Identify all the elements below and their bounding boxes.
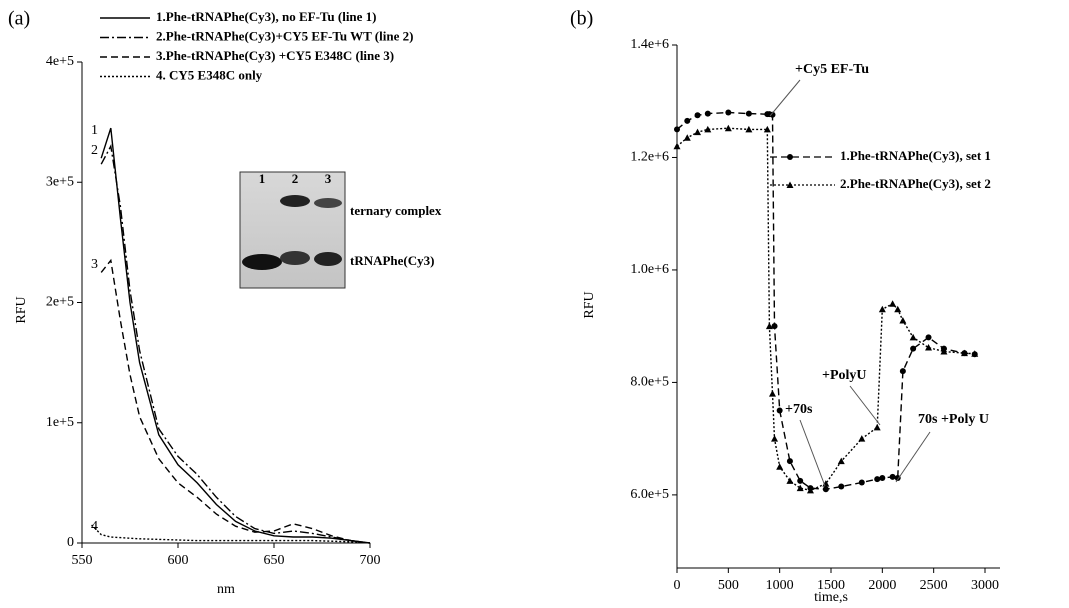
legend-marker [787, 154, 793, 160]
marker [874, 476, 880, 482]
marker [786, 477, 793, 484]
marker [900, 368, 906, 374]
legend-label: 2.Phe-tRNAPhe(Cy3)+CY5 EF-Tu WT (line 2) [156, 28, 413, 43]
curve-label: 1 [91, 123, 98, 138]
y-tick-label: 8.0e+5 [630, 375, 669, 390]
annotation-arrow [770, 80, 800, 116]
lane-label: 1 [259, 171, 266, 186]
marker [910, 346, 916, 352]
marker [859, 480, 865, 486]
gel-inset: 1 2 3 ternary complex tRNAPhe(Cy3) [240, 171, 442, 288]
annotation-arrow [800, 420, 825, 486]
marker [797, 478, 803, 484]
legend-label: 1.Phe-tRNAPhe(Cy3), set 1 [840, 148, 991, 163]
gel-frame [240, 172, 345, 288]
curve-label: 3 [91, 257, 98, 272]
gel-band [280, 195, 310, 207]
marker [771, 435, 778, 442]
x-tick-label: 1000 [766, 578, 794, 593]
x-tick-label: 2500 [920, 578, 948, 593]
lane-label: 2 [292, 171, 299, 186]
annotation: +PolyU [822, 368, 867, 383]
y-tick-label: 1.4e+6 [630, 37, 669, 52]
legend-label: 4. CY5 E348C only [156, 67, 263, 82]
y-tick-label: 1.2e+6 [630, 150, 669, 165]
gel-band [314, 252, 342, 266]
marker [674, 126, 680, 132]
marker [776, 463, 783, 470]
marker [858, 435, 865, 442]
marker [838, 483, 844, 489]
marker [769, 390, 776, 397]
x-tick-label: 2000 [868, 578, 896, 593]
y-tick-label: 4e+5 [46, 54, 74, 69]
legend-label: 2.Phe-tRNAPhe(Cy3), set 2 [840, 176, 991, 191]
x-tick-label: 3000 [971, 578, 999, 593]
marker [925, 344, 932, 351]
marker [910, 334, 917, 341]
gel-label: ternary complex [350, 203, 442, 218]
marker [684, 118, 690, 124]
y-tick-label: 6.0e+5 [630, 487, 669, 502]
y-tick-label: 1e+5 [46, 415, 74, 430]
legend-label: 1.Phe-tRNAPhe(Cy3), no EF-Tu (line 1) [156, 9, 377, 24]
gel-band [280, 251, 310, 265]
curve-label: 4 [91, 519, 98, 534]
x-tick-label: 500 [718, 578, 739, 593]
gel-band [242, 254, 282, 270]
y-tick-label: 0 [67, 535, 74, 550]
x-tick-label: 550 [72, 553, 93, 568]
marker [674, 143, 681, 150]
x-tick-label: 600 [168, 553, 189, 568]
marker [745, 126, 752, 133]
marker [777, 408, 783, 414]
marker [879, 475, 885, 481]
marker [704, 126, 711, 133]
marker [725, 109, 731, 115]
marker [787, 458, 793, 464]
marker [694, 129, 701, 136]
marker [705, 111, 711, 117]
y-axis-label: RFU [14, 296, 29, 323]
legend-label: 3.Phe-tRNAPhe(Cy3) +CY5 E348C (line 3) [156, 48, 394, 63]
lane-label: 3 [325, 171, 332, 186]
marker [890, 474, 896, 480]
panel-label: (a) [8, 8, 30, 30]
gel-label: tRNAPhe(Cy3) [350, 253, 434, 268]
marker [823, 486, 829, 492]
marker [889, 300, 896, 307]
x-axis-label: time,s [814, 590, 848, 605]
x-tick-label: 650 [264, 553, 285, 568]
y-tick-label: 1.0e+6 [630, 262, 669, 277]
marker [772, 323, 778, 329]
marker [684, 134, 691, 141]
marker [695, 112, 701, 118]
figure: (a) (b) 1 2 3 ternary complex tRNAPhe(Cy… [0, 0, 1069, 608]
y-tick-label: 3e+5 [46, 174, 74, 189]
y-tick-label: 2e+5 [46, 295, 74, 310]
x-tick-label: 0 [674, 578, 681, 593]
curve-label: 2 [91, 143, 98, 158]
x-tick-label: 700 [360, 553, 381, 568]
annotation-arrow [850, 386, 880, 425]
page: (a) (b) 1 2 3 ternary complex tRNAPhe(Cy… [0, 0, 1069, 608]
annotation: +70s [785, 402, 813, 417]
x-axis-label: nm [217, 582, 235, 597]
series-line [101, 260, 370, 543]
panel-label: (b) [570, 8, 593, 30]
annotation: +Cy5 EF-Tu [795, 62, 869, 77]
gel-band [314, 198, 342, 208]
annotation-arrow [896, 432, 930, 482]
marker [926, 334, 932, 340]
marker [797, 485, 804, 492]
marker [899, 317, 906, 324]
annotation: 70s +Poly U [918, 412, 989, 427]
marker [746, 111, 752, 117]
marker [879, 306, 886, 313]
y-axis-label: RFU [582, 291, 597, 318]
